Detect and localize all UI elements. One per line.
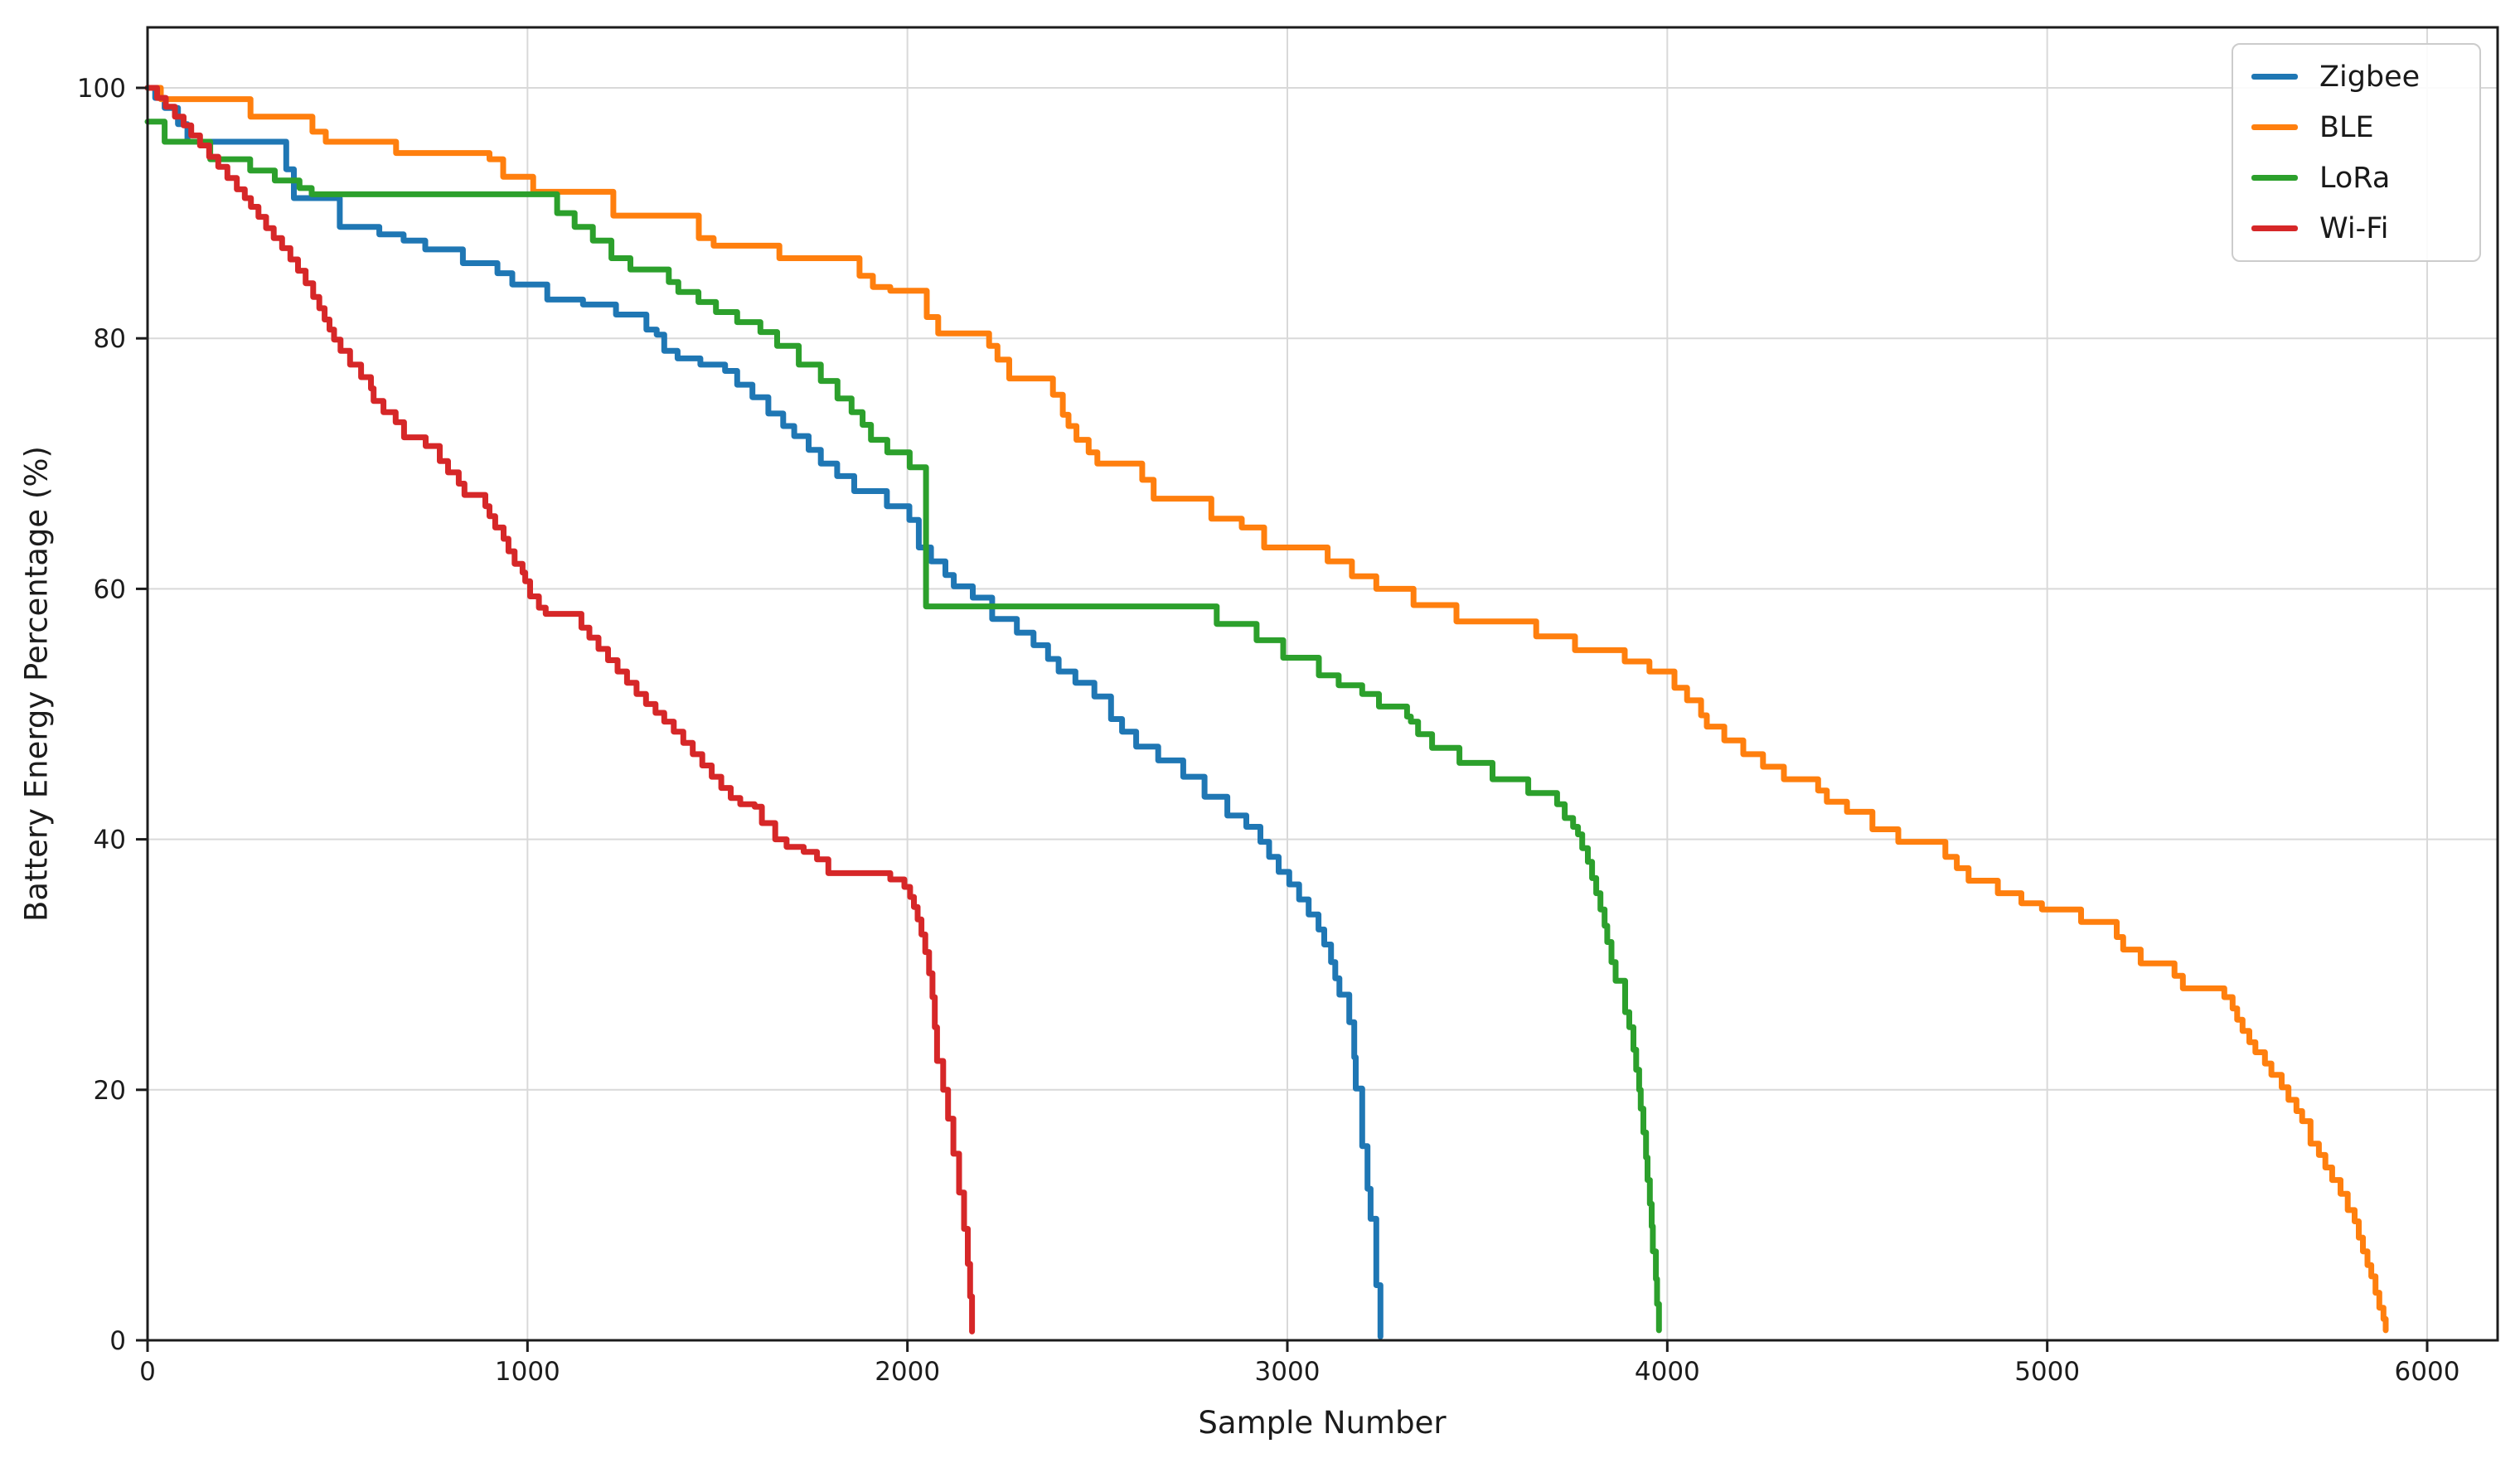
x-tick-label: 5000 <box>2014 1357 2080 1387</box>
x-tick-label: 4000 <box>1635 1357 1700 1387</box>
legend-label-zigbee: Zigbee <box>2319 60 2421 94</box>
legend-label-wifi: Wi-Fi <box>2319 211 2389 245</box>
x-axis-label: Sample Number <box>1198 1405 1447 1441</box>
y-tick-label: 40 <box>94 826 126 855</box>
series-line-lora <box>144 119 1662 1334</box>
series-line-ble <box>144 85 2389 1334</box>
series-line-wifi <box>144 85 976 1334</box>
legend-item-ble: BLE <box>2251 102 2479 153</box>
legend-item-wifi: Wi-Fi <box>2251 203 2479 254</box>
x-tick-label: 2000 <box>875 1357 940 1387</box>
legend-item-zigbee: Zigbee <box>2251 51 2479 102</box>
y-axis-label: Battery Energy Percentage (%) <box>18 446 55 922</box>
x-tick-label: 3000 <box>1255 1357 1321 1387</box>
y-tick-label: 20 <box>94 1076 126 1106</box>
y-tick-label: 60 <box>94 574 126 604</box>
y-tick-label: 100 <box>77 74 126 104</box>
wifi-line-swatch <box>2251 225 2298 231</box>
series-line-zigbee <box>144 85 1384 1339</box>
legend-label-lora: LoRa <box>2319 161 2391 195</box>
x-tick-label: 6000 <box>2395 1357 2460 1387</box>
y-tick-label: 0 <box>109 1326 126 1356</box>
legend: Zigbee BLE LoRa Wi-Fi <box>2232 43 2481 262</box>
axes-frame <box>146 26 2499 1342</box>
x-tick-label: 1000 <box>495 1357 560 1387</box>
lora-line-swatch <box>2251 175 2298 181</box>
legend-item-lora: LoRa <box>2251 153 2479 203</box>
zigbee-line-swatch <box>2251 74 2298 80</box>
ble-line-swatch <box>2251 124 2298 130</box>
x-tick-label: 0 <box>139 1357 156 1387</box>
legend-label-ble: BLE <box>2319 110 2374 144</box>
y-tick-label: 80 <box>94 324 126 354</box>
